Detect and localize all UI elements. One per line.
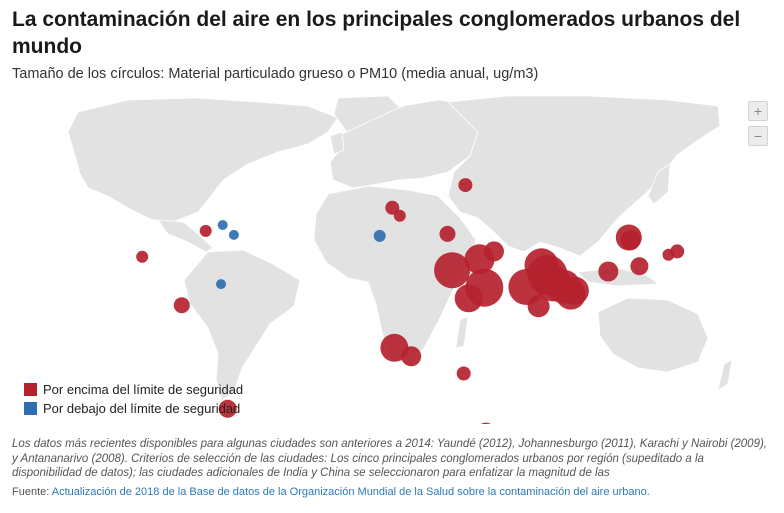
city-markers[interactable] (136, 178, 685, 424)
land-layer (67, 95, 733, 401)
footnotes: Los datos más recientes disponibles para… (12, 438, 768, 479)
city-marker-above[interactable] (173, 297, 190, 314)
city-marker-above[interactable] (218, 399, 237, 418)
legend-item-below: Por debajo del límite de seguridad (24, 399, 243, 418)
city-marker-above[interactable] (434, 252, 471, 289)
world-map[interactable] (8, 92, 770, 424)
legend-label-below: Por debajo del límite de seguridad (43, 401, 241, 416)
city-marker-below[interactable] (216, 279, 226, 290)
city-marker-above[interactable] (598, 261, 619, 282)
city-marker-above[interactable] (560, 276, 589, 305)
city-marker-above[interactable] (199, 224, 212, 237)
city-marker-above[interactable] (527, 295, 550, 318)
city-marker-above[interactable] (136, 250, 149, 263)
madagascar-shape (455, 315, 469, 349)
asia-shape (447, 95, 721, 257)
north-america-shape (67, 97, 339, 225)
australia-shape (597, 297, 709, 373)
central-america-shape (157, 219, 214, 253)
south-america-shape (183, 249, 301, 401)
map-subtitle: Tamaño de los círculos: Material particu… (12, 66, 539, 82)
city-marker-above[interactable] (393, 209, 406, 222)
city-marker-above[interactable] (385, 200, 400, 215)
city-marker-above[interactable] (401, 346, 422, 367)
city-marker-below[interactable] (373, 229, 386, 242)
zoom-out-button[interactable]: − (748, 126, 768, 146)
legend-item-above: Por encima del límite de seguridad (24, 380, 243, 399)
city-marker-above[interactable] (630, 257, 649, 276)
map-canvas[interactable] (8, 92, 770, 424)
city-marker-above[interactable] (662, 248, 675, 261)
city-marker-above[interactable] (439, 225, 456, 242)
zoom-in-button[interactable]: + (748, 101, 768, 121)
legend-label-above: Por encima del límite de seguridad (43, 382, 244, 397)
source-line: Fuente: Actualización de 2018 de la Base… (12, 486, 772, 498)
city-marker-above[interactable] (456, 366, 471, 381)
city-marker-above[interactable] (454, 284, 483, 313)
city-marker-above[interactable] (477, 422, 495, 424)
page-title: La contaminación del aire en los princip… (12, 8, 741, 58)
city-marker-above[interactable] (620, 230, 641, 251)
new-zealand-shape (717, 359, 733, 391)
city-marker-above[interactable] (458, 178, 473, 193)
europe-shape (329, 99, 479, 189)
city-marker-below[interactable] (228, 229, 239, 240)
source-link[interactable]: Actualización de 2018 de la Base de dato… (51, 486, 650, 498)
legend-swatch-below (24, 402, 37, 415)
indonesia-shape (577, 267, 660, 287)
japan-shape (647, 163, 671, 205)
map-legend: Por encima del límite de seguridad Por d… (24, 380, 243, 418)
source-prefix: Fuente: (12, 486, 52, 498)
uk-shape (329, 131, 345, 155)
city-marker-below[interactable] (217, 220, 228, 230)
city-marker-above[interactable] (484, 241, 504, 262)
legend-swatch-above (24, 383, 37, 396)
city-marker-above[interactable] (524, 248, 559, 283)
